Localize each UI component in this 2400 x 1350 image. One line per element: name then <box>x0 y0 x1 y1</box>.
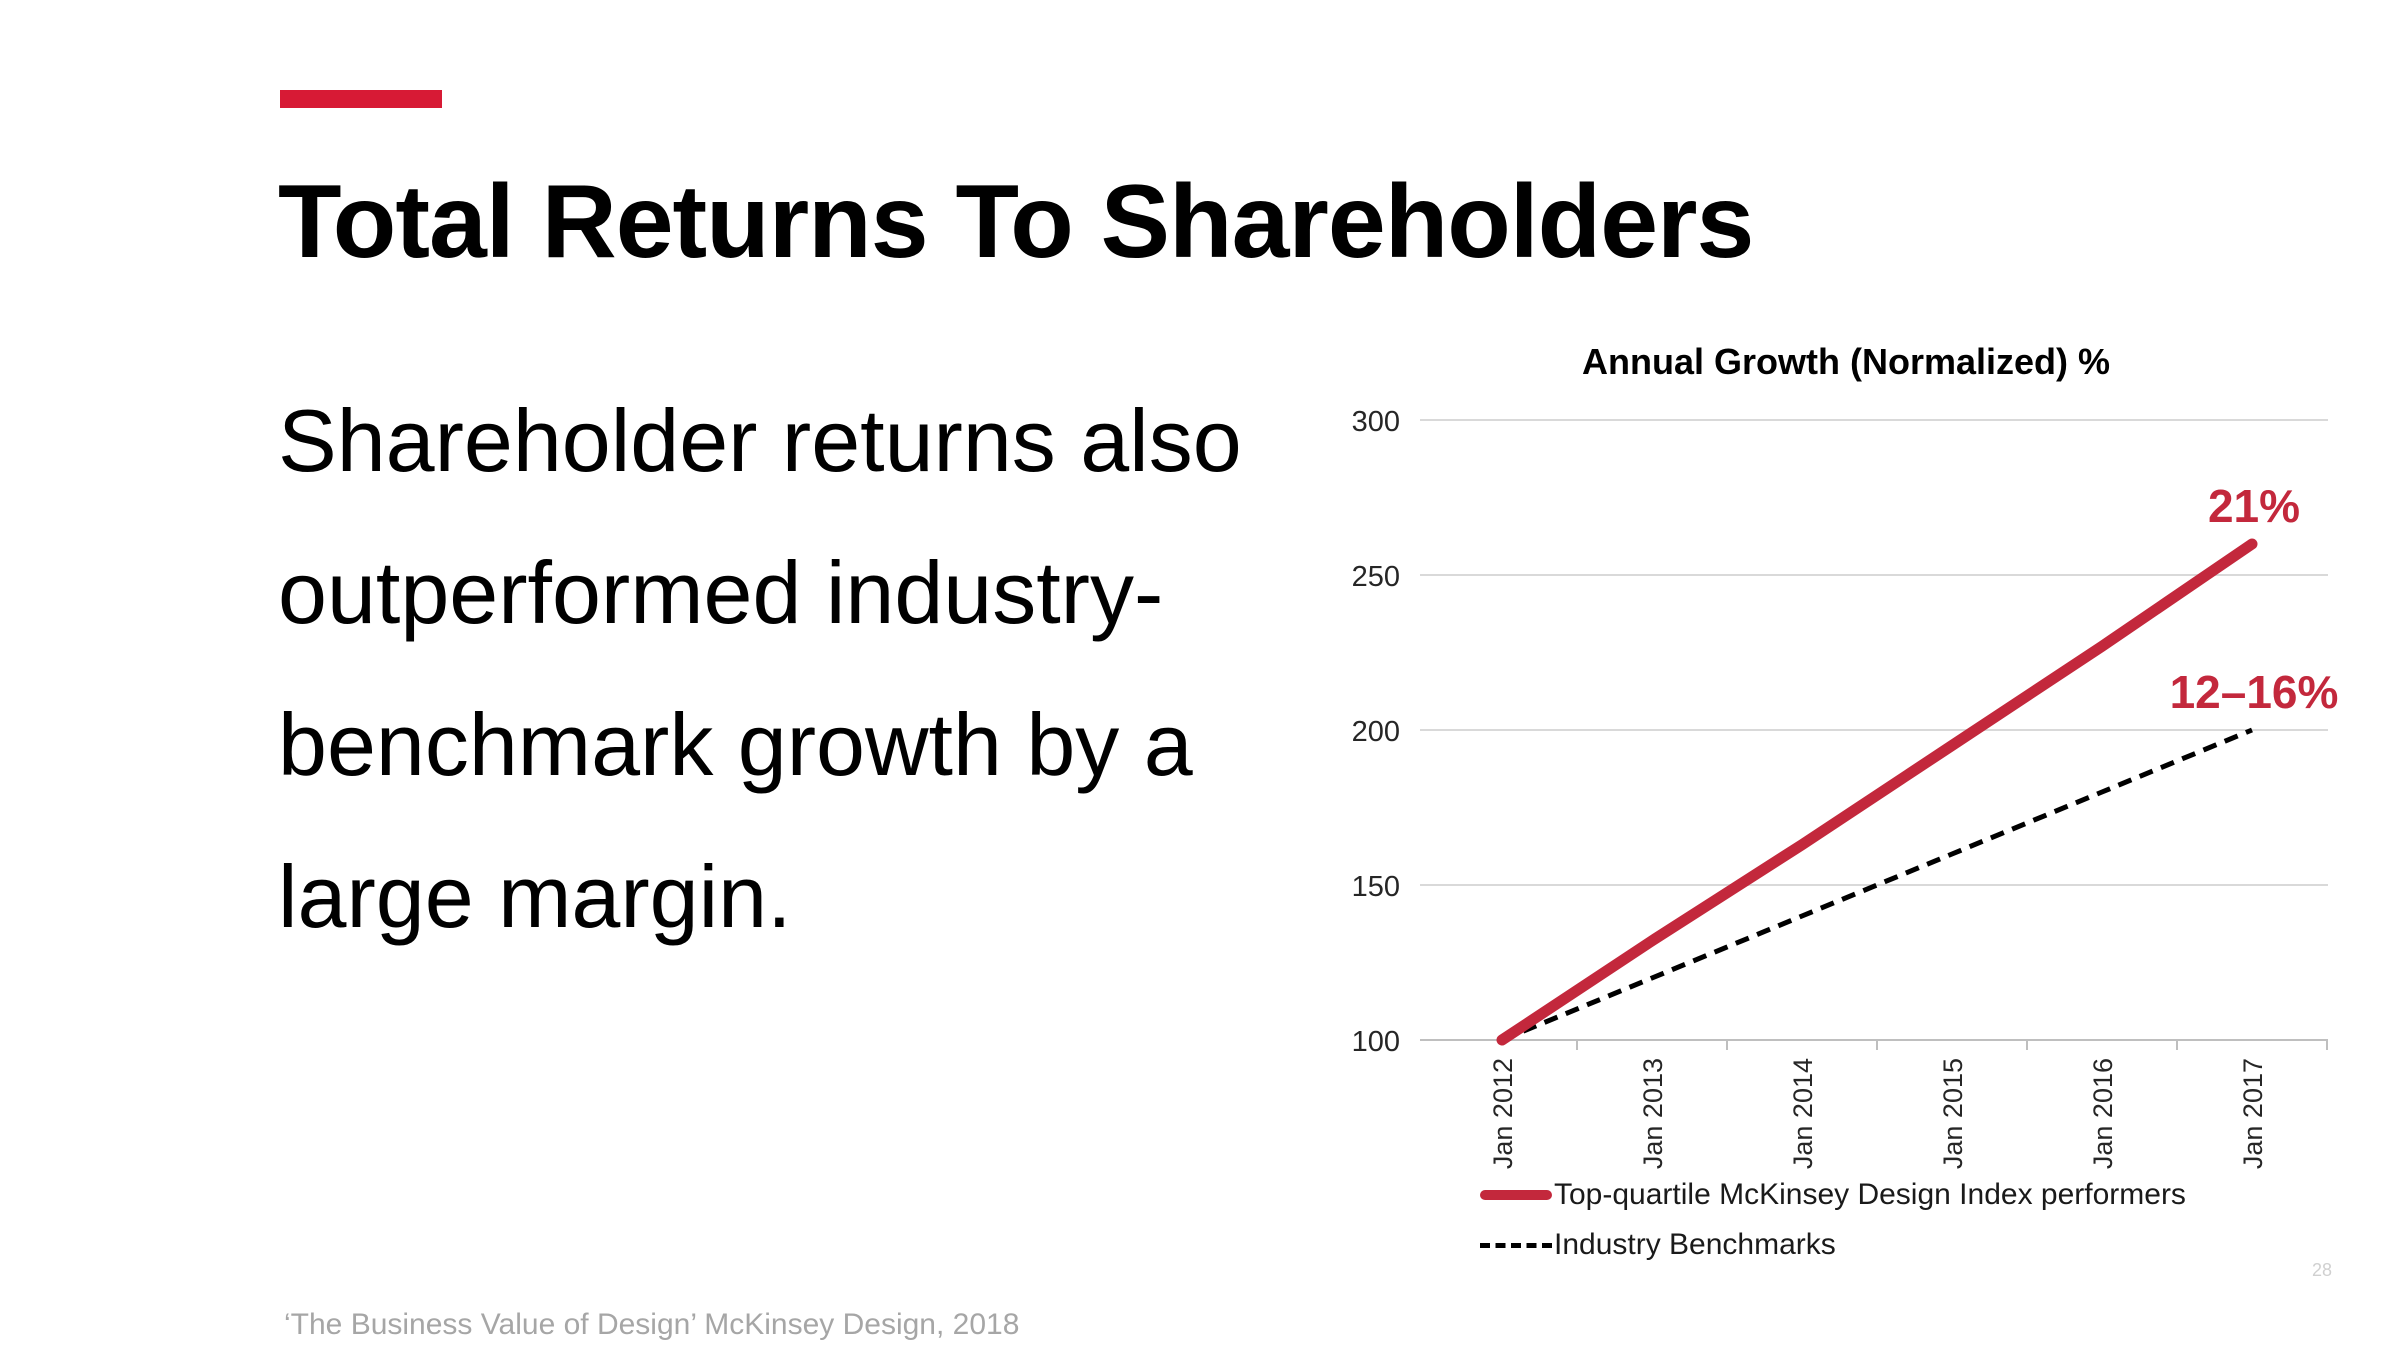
series-line-top-quartile <box>1496 538 2258 1046</box>
slide-title: Total Returns To Shareholders <box>278 164 1754 280</box>
legend-item-industry: Industry Benchmarks <box>1480 1220 2186 1270</box>
x-axis: Jan 2012 Jan 2013 Jan 2014 Jan 2015 Jan 2016… <box>1488 1040 2328 1169</box>
chart-title: Annual Growth (Normalized) % <box>1582 341 2110 382</box>
legend-label-top-quartile: Top-quartile McKinsey Design Index perfo… <box>1554 1178 2186 1211</box>
page-number: 28 <box>2312 1260 2333 1280</box>
y-tick-label: 250 <box>1352 561 1400 593</box>
y-tick-label: 150 <box>1352 871 1400 903</box>
end-labels: 21% 12–16% <box>2170 480 2339 718</box>
x-tick-label: Jan 2013 <box>1638 1058 1668 1169</box>
legend-label-industry: Industry Benchmarks <box>1554 1228 1836 1261</box>
legend-item-top-quartile: Top-quartile McKinsey Design Index perfo… <box>1480 1170 2186 1220</box>
source-citation: ‘The Business Value of Design’ McKinsey … <box>284 1308 1020 1341</box>
gridlines <box>1420 419 2328 1041</box>
legend-swatch-dashed <box>1480 1242 1552 1248</box>
x-tick-label: Jan 2017 <box>2238 1058 2268 1169</box>
y-tick-label: 200 <box>1352 716 1400 748</box>
y-tick-label: 300 <box>1352 406 1400 438</box>
series-lines <box>1496 538 2258 1046</box>
x-tick-label: Jan 2015 <box>1938 1058 1968 1169</box>
legend-swatch-solid <box>1480 1190 1552 1200</box>
series-line-industry <box>1501 727 2253 1043</box>
x-tick-label: Jan 2016 <box>2088 1058 2118 1169</box>
title-accent-bar <box>280 90 442 108</box>
end-label-top-quartile: 21% <box>2208 480 2300 532</box>
x-tick-label: Jan 2012 <box>1488 1058 1518 1169</box>
chart-legend: Top-quartile McKinsey Design Index perfo… <box>1480 1170 2186 1270</box>
end-label-industry: 12–16% <box>2170 666 2339 718</box>
y-tick-label: 100 <box>1352 1026 1400 1058</box>
body-text: Shareholder returns also outperformed in… <box>278 391 1242 946</box>
x-tick-label: Jan 2014 <box>1788 1058 1818 1169</box>
y-axis: 100 150 200 250 300 <box>1352 406 1400 1058</box>
